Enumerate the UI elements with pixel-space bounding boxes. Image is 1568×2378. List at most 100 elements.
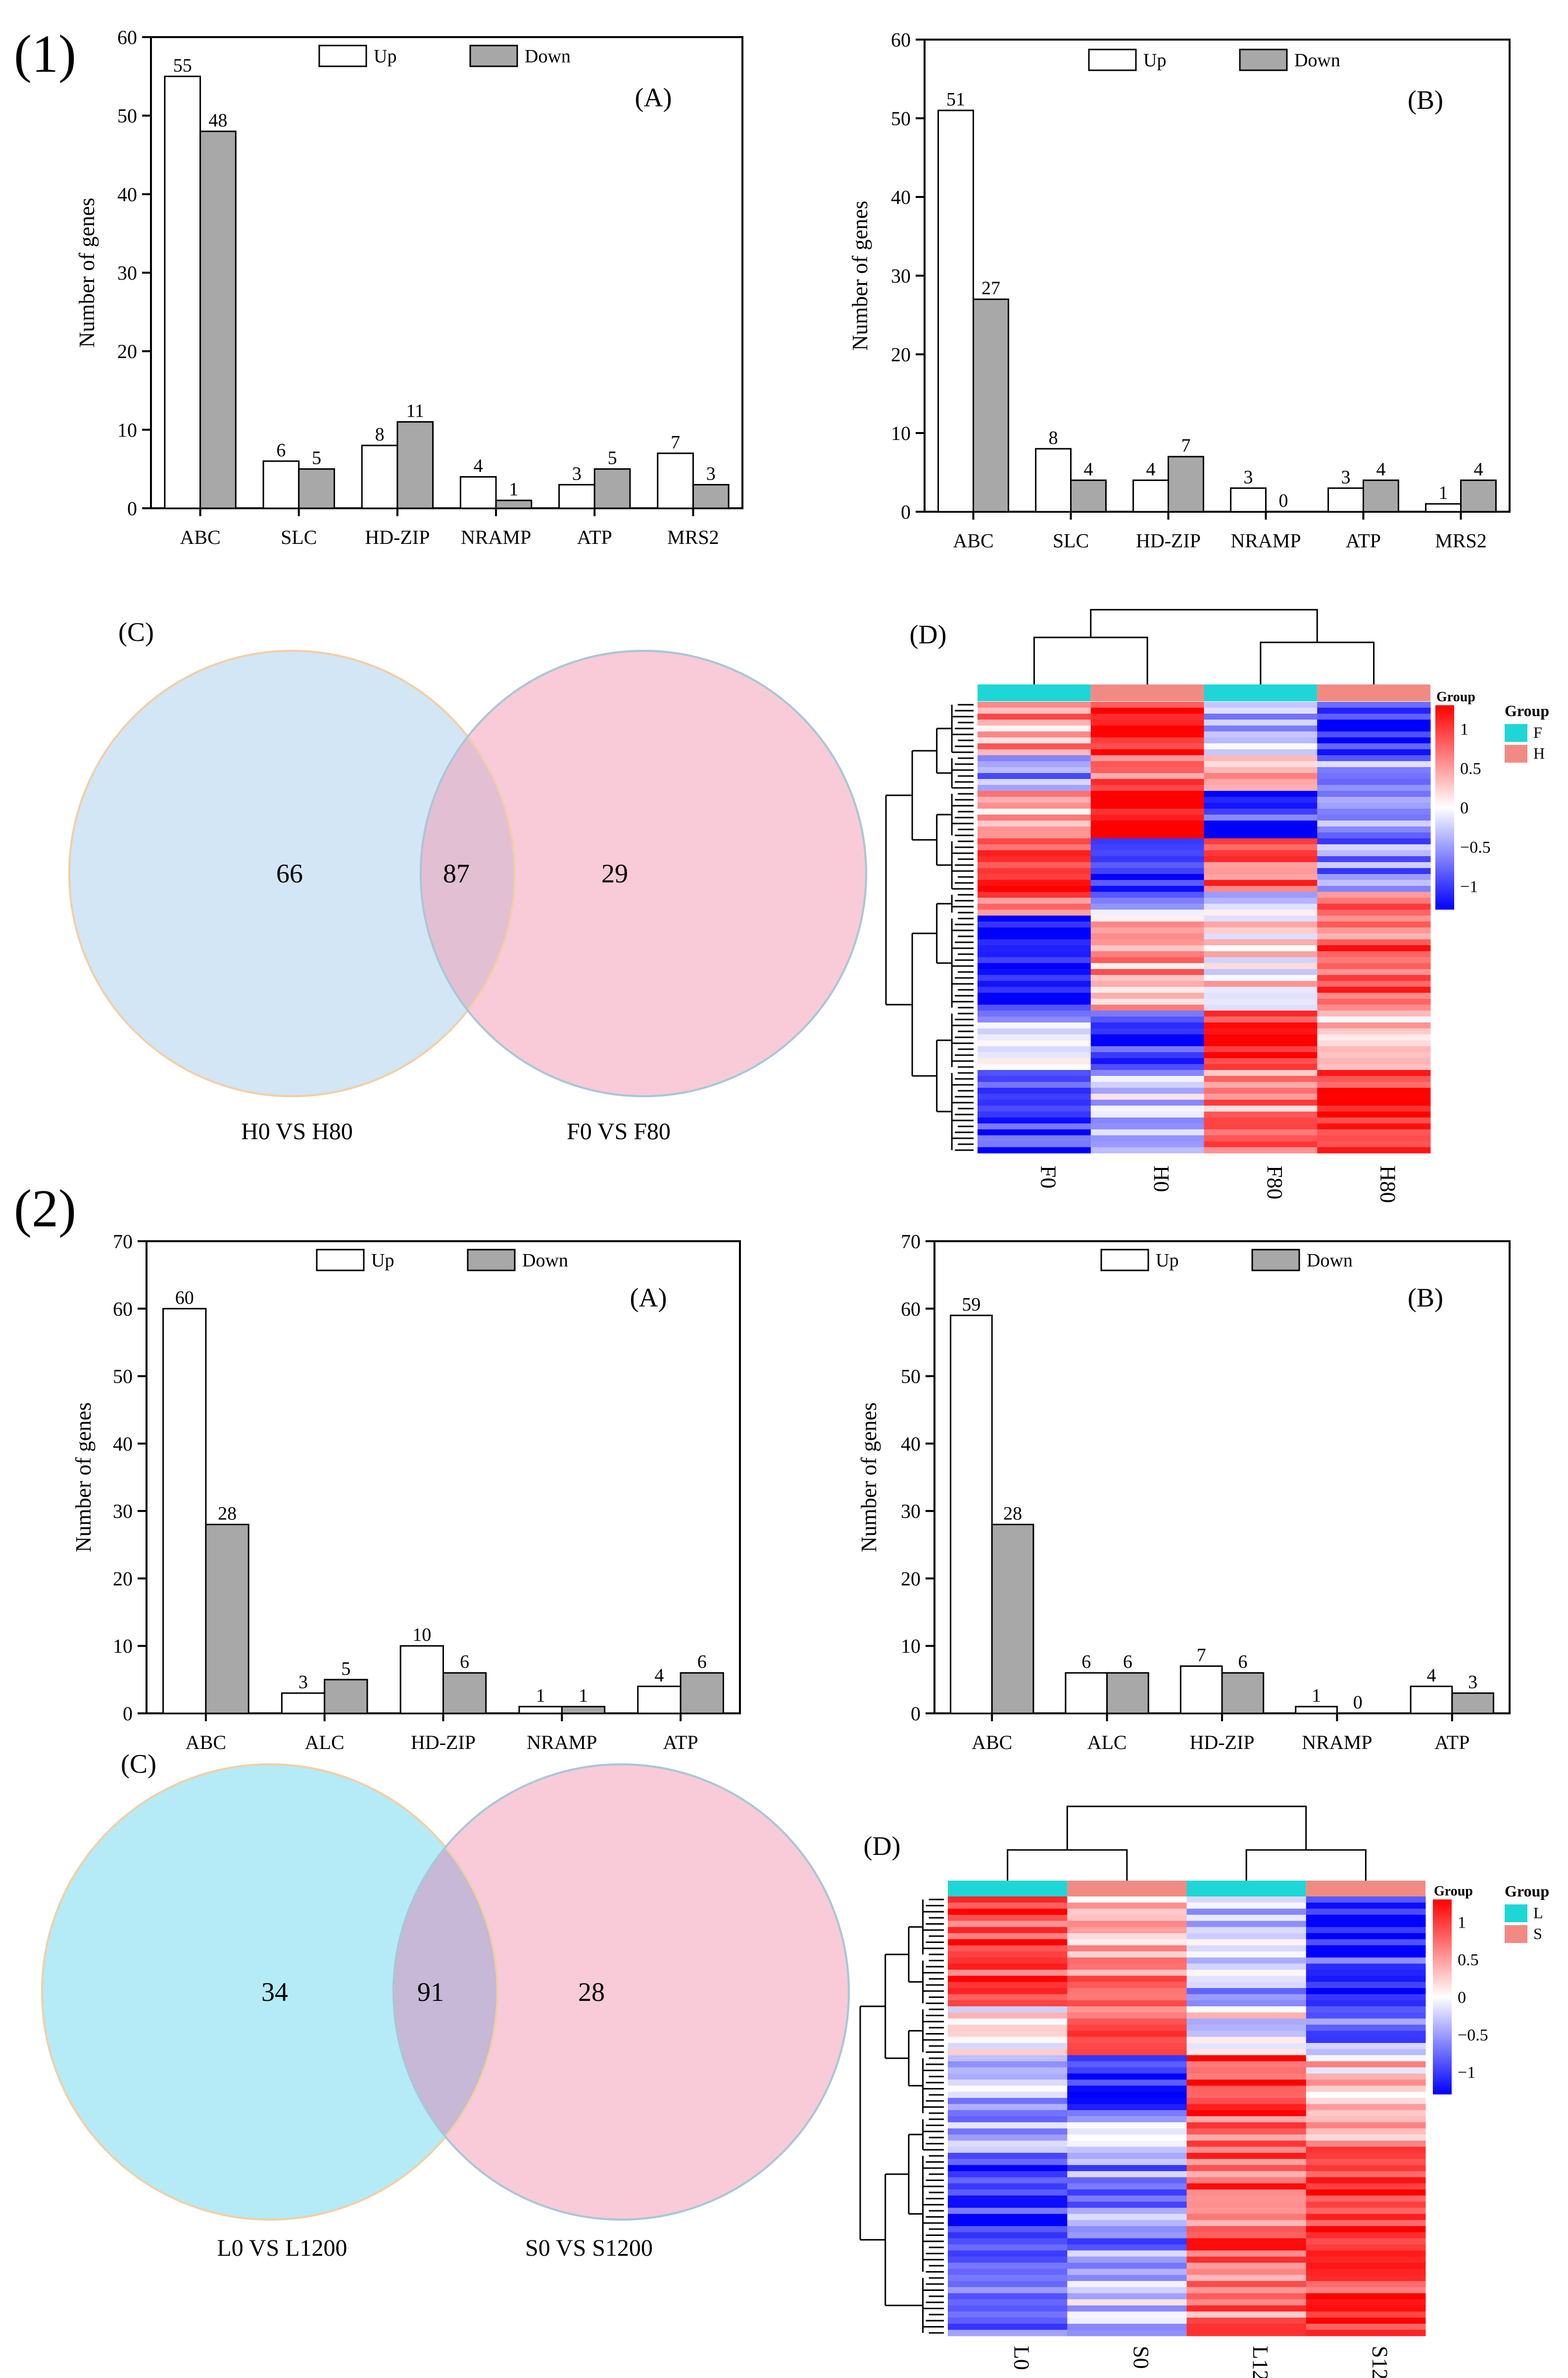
heat-cell (948, 1957, 1068, 1964)
heat-cell (1186, 1939, 1307, 1946)
legend-label-up: Up (371, 1250, 394, 1271)
heat-cell (1186, 2086, 1307, 2092)
heat-cell (1204, 862, 1318, 869)
heat-cell (978, 761, 1091, 768)
column-label: H0 (1149, 1165, 1174, 1192)
heat-cell (1090, 1017, 1204, 1023)
heat-cell (1204, 844, 1318, 851)
heat-cell (948, 2287, 1068, 2294)
heat-cell (1306, 2146, 1426, 2153)
heat-cell (1204, 767, 1318, 774)
heat-cell (1090, 731, 1204, 738)
heat-cell (1204, 874, 1318, 880)
heat-cell (1317, 791, 1431, 797)
heat-cell (1090, 1082, 1204, 1088)
heat-cell (1317, 785, 1431, 791)
heat-cell (978, 1064, 1091, 1070)
heat-cell (1090, 916, 1204, 922)
heat-cell (1317, 821, 1431, 827)
heat-cell (1186, 2153, 1307, 2159)
bar-up (637, 1685, 682, 1714)
heat-cell (1067, 1915, 1187, 1921)
heat-cell (1204, 993, 1318, 999)
heat-cell (1090, 1028, 1204, 1035)
data-label: 5 (341, 1658, 350, 1679)
heat-cell (1204, 1040, 1318, 1047)
column-label: F0 (1036, 1165, 1060, 1188)
heat-cell (1306, 2153, 1426, 2159)
heat-cell (1067, 2055, 1187, 2062)
heat-cell (1204, 1028, 1318, 1035)
venn-outline-left (68, 650, 516, 1097)
heat-cell (978, 862, 1091, 869)
column-label: H80 (1376, 1165, 1400, 1203)
heat-cell (978, 749, 1091, 756)
heat-cell (1090, 720, 1204, 726)
heat-cell (1186, 2006, 1307, 2013)
heat-cell (1317, 862, 1431, 869)
heat-cell (1067, 2189, 1187, 2196)
heat-cell (978, 826, 1091, 833)
heat-cell (948, 2012, 1068, 2019)
data-label: 3 (1341, 467, 1351, 487)
heat-cell (1090, 743, 1204, 750)
heat-cell (1317, 803, 1431, 809)
color-scale-label: −1 (1460, 877, 1478, 896)
heat-cell (1306, 2189, 1426, 2196)
x-tick-label: ALC (1087, 1731, 1127, 1753)
heat-cell (1306, 1970, 1426, 1976)
heat-cell (1186, 2080, 1307, 2086)
heat-cell (1204, 1034, 1318, 1041)
heat-cell (1186, 2055, 1307, 2062)
heat-cell (978, 945, 1091, 952)
x-tick-label: NRAMP (1302, 1731, 1372, 1753)
heat-cell (1186, 2214, 1307, 2221)
heat-cell (1306, 2275, 1426, 2281)
heat-cell (978, 951, 1091, 958)
column-dendrogram (1090, 609, 1318, 642)
heat-cell (1186, 2305, 1307, 2312)
heat-cell (1090, 1040, 1204, 1047)
heat-cell (1306, 2318, 1426, 2324)
group-legend-swatch (1505, 745, 1527, 763)
heat-cell (1317, 892, 1431, 898)
y-tick-label: 30 (113, 1500, 133, 1522)
heat-cell (948, 2269, 1068, 2276)
heat-cell (1306, 1939, 1426, 1946)
heat-cell (1090, 767, 1204, 774)
bar-down (1460, 479, 1497, 513)
heat-cell (1090, 1141, 1204, 1148)
heat-cell (1090, 939, 1204, 946)
heat-cell (1090, 922, 1204, 928)
color-scale-bar (1435, 705, 1454, 910)
heat-cell (1186, 2073, 1307, 2080)
bar-down (991, 1523, 1034, 1714)
heat-cell (1186, 2226, 1307, 2232)
bar-down (1363, 479, 1399, 513)
bar-down (298, 468, 335, 509)
heat-cell (1090, 1123, 1204, 1130)
heat-cell (948, 2091, 1068, 2098)
heat-cell (1067, 2043, 1187, 2049)
venn-count-overlap: 91 (417, 1977, 444, 2007)
heat-cell (948, 2220, 1068, 2227)
heat-cell (1090, 850, 1204, 857)
heat-cell (978, 731, 1091, 738)
x-tick-label: NRAMP (527, 1731, 597, 1753)
heat-cell (1186, 1921, 1307, 1928)
heat-cell (978, 916, 1091, 922)
bar-up (1425, 503, 1462, 513)
color-scale-label: 0.5 (1460, 760, 1481, 778)
bar-up (459, 476, 497, 509)
heat-cell (1067, 2226, 1187, 2232)
data-label: 1 (536, 1685, 545, 1706)
heat-cell (1204, 981, 1318, 987)
heat-cell (1090, 993, 1204, 999)
panel-label: (A) (635, 83, 672, 112)
heat-cell (1186, 2256, 1307, 2263)
heat-cell (1186, 1976, 1307, 1983)
data-label: 4 (1376, 459, 1385, 480)
heat-cell (1204, 726, 1318, 732)
group-legend-label: H (1533, 744, 1545, 762)
